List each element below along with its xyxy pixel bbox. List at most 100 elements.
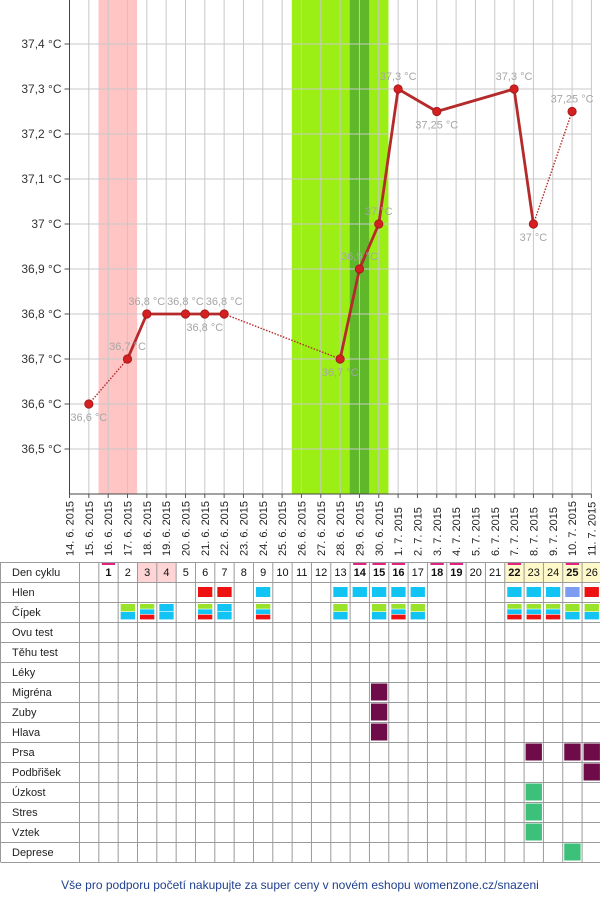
symptom-row-label: Stres [12,807,38,819]
symptom-mark-teal [525,823,542,841]
y-tick-label: 37,3 °C [21,82,61,96]
cycle-day-marker [449,562,464,565]
cycle-day-number: 19 [450,567,462,579]
x-tick-label: 2. 7. 2015 [412,507,424,556]
x-tick-label: 7. 7. 2015 [509,507,521,556]
x-tick-label: 15. 6. 2015 [84,501,96,556]
cycle-day-number: 1 [105,567,111,579]
symptom-mark-blue [391,587,406,597]
temperature-point [219,309,229,319]
y-tick-label: 37 °C [31,217,61,231]
x-tick-label: 9. 7. 2015 [548,507,560,556]
temperature-point [432,106,442,117]
point-label: 36,8 °C [128,296,165,308]
x-tick-label: 25. 6. 2015 [277,501,289,556]
cycle-day-number: 21 [489,567,501,579]
cervix-mark-red [391,614,406,620]
cervix-mark-green [410,604,425,612]
cycle-day-marker [565,562,580,565]
temperature-line-segment [397,87,438,113]
symptom-table: Den cyklu Hlen Čípek Ovu test Těhu test Léky M… [0,562,600,863]
cervix-mark-green [391,604,406,609]
cervix-mark-blue [197,609,213,615]
symptom-mark-purple [564,743,581,761]
symptom-row-label: Deprese [12,847,54,859]
point-label: 36,8 °C [206,296,243,308]
cycle-day-number: 22 [508,567,520,579]
x-tick-label: 20. 6. 2015 [180,501,192,556]
symptom-mark-teal [564,843,581,861]
symptom-mark-blue [410,587,425,597]
temperature-point [528,219,539,229]
y-tick-label: 36,7 °C [21,352,61,366]
cervix-mark-blue [545,609,561,615]
symptom-row-label: Úzkost [12,786,46,799]
symptom-mark-purple [525,743,542,761]
temperature-point [122,354,133,364]
cervix-mark-blue [159,612,174,620]
cycle-day-number: 9 [260,567,266,579]
cycle-day-number: 2 [125,567,131,579]
footer-link[interactable]: Vše pro podporu početí nakupujte za supe… [61,878,539,892]
x-tick-label: 23. 6. 2015 [238,501,250,556]
cycle-day-highlight [543,562,563,582]
cycle-day-number: 6 [202,567,208,579]
symptom-mark-teal [525,803,542,821]
symptom-mark-red [217,587,232,597]
point-label: 36,8 °C [186,322,223,334]
cervix-mark-green [139,604,155,609]
symptom-row-label: Hlava [12,727,41,739]
cervix-mark-red [526,614,541,620]
symptom-row-label: Těhu test [12,647,58,659]
temperature-line-segment [126,313,149,360]
symptom-mark-red [584,587,599,597]
cycle-day-highlight [524,562,544,582]
x-tick-label: 26. 6. 2015 [296,501,308,556]
cervix-mark-blue [217,604,232,612]
x-tick-label: 21. 6. 2015 [200,501,212,556]
symptom-mark-lavender [565,587,580,597]
cycle-day-highlight [582,562,600,582]
temperature-point [567,106,577,117]
x-tick-label: 14. 6. 2015 [65,501,77,556]
x-tick-label: 22. 6. 2015 [219,501,231,556]
x-tick-label: 4. 7. 2015 [451,507,463,556]
symptom-row-label: Hlen [12,587,35,599]
cervix-mark-green [255,604,271,609]
symptom-row-label: Podbřišek [12,767,61,779]
point-label: 37 °C [520,232,548,244]
cervix-mark-green [333,604,348,612]
menstruation-band [98,0,138,494]
cervix-mark-green [565,604,580,612]
cycle-day-marker [101,562,116,565]
cycle-day-number: 24 [547,567,559,579]
cycle-day-number: 20 [470,567,482,579]
cycle-day-marker [391,562,406,565]
x-tick-label: 6. 7. 2015 [490,507,502,556]
temperature-line-segment [436,87,515,113]
temperature-line-segment [532,111,573,225]
cervix-mark-green [197,604,213,609]
cycle-day-highlight [156,562,177,582]
cervix-mark-green [371,604,387,612]
cycle-day-number: 4 [163,567,169,579]
cycle-day-number: 15 [373,567,385,579]
point-label: 37,25 °C [551,94,594,106]
cervix-mark-blue [391,609,406,615]
point-label: 37 °C [365,206,393,218]
symptom-mark-blue [255,587,271,597]
cervix-mark-blue [526,609,541,615]
cervix-mark-blue [255,609,271,615]
cervix-mark-blue [159,604,174,612]
cycle-day-marker [372,562,386,565]
cycle-day-number: 25 [566,567,578,579]
cervix-mark-blue [333,612,348,620]
symptom-mark-blue [545,587,561,597]
cycle-day-number: 13 [334,567,346,579]
x-tick-label: 19. 6. 2015 [161,501,173,556]
cervix-mark-red [545,614,561,620]
cycle-day-number: 5 [183,567,189,579]
temperature-point [142,309,152,319]
point-label: 37,3 °C [380,71,417,83]
cervix-mark-blue [584,612,599,620]
